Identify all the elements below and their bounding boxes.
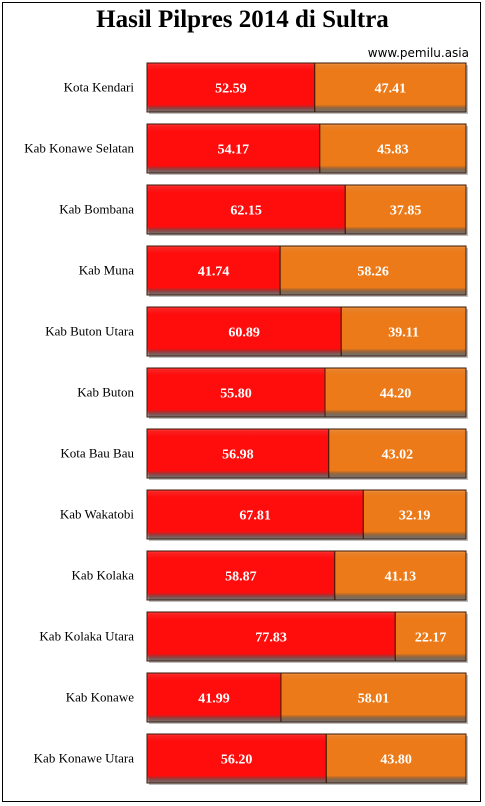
category-label: Kab Konawe xyxy=(66,690,134,705)
source-label: www.pemilu.asia xyxy=(367,46,469,60)
category-label: Kota Kendari xyxy=(64,80,135,95)
data-label: 55.80 xyxy=(220,387,252,402)
category-label: Kab Konawe Selatan xyxy=(24,141,134,156)
data-label: 32.19 xyxy=(399,509,431,524)
category-label: Kab Buton xyxy=(77,385,134,400)
category-label: Kab Kolaka xyxy=(72,568,135,583)
data-label: 41.99 xyxy=(198,692,230,707)
category-label: Kab Muna xyxy=(79,263,134,278)
data-label: 58.26 xyxy=(357,265,389,280)
data-label: 56.98 xyxy=(222,448,254,463)
data-label: 58.01 xyxy=(358,692,390,707)
bar-segment-series-a xyxy=(146,611,396,662)
data-label: 43.80 xyxy=(380,753,412,768)
category-label: Kab Buton Utara xyxy=(45,324,134,339)
data-label: 41.13 xyxy=(385,570,417,585)
data-label: 22.17 xyxy=(415,631,447,646)
bar-segment-series-b xyxy=(325,733,467,784)
data-label: 58.87 xyxy=(225,570,257,585)
bar-segment-series-b xyxy=(328,428,467,479)
bar-segment-series-a xyxy=(146,733,327,784)
bar-segment-series-a xyxy=(146,367,326,418)
category-label: Kab Wakatobi xyxy=(60,507,135,522)
bar-segment-series-a xyxy=(146,306,342,357)
bar-segment-series-a xyxy=(146,489,364,540)
data-label: 37.85 xyxy=(390,204,422,219)
bar-segment-series-b xyxy=(340,306,467,357)
data-label: 44.20 xyxy=(380,387,412,402)
bar-segment-series-b xyxy=(344,184,467,235)
bar-segment-series-b xyxy=(319,123,467,174)
bar-segment-series-b xyxy=(280,672,467,723)
bar-segment-series-b xyxy=(279,245,467,296)
bar-segment-series-a xyxy=(146,62,316,113)
category-label: Kab Konawe Utara xyxy=(34,751,135,766)
bar-segment-series-b xyxy=(362,489,467,540)
data-label: 43.02 xyxy=(382,448,414,463)
bar-segment-series-b xyxy=(394,611,467,662)
data-label: 47.41 xyxy=(375,82,407,97)
bar-segment-series-a xyxy=(146,428,330,479)
chart-title: Hasil Pilpres 2014 di Sultra xyxy=(96,6,389,33)
data-label: 62.15 xyxy=(230,204,262,219)
data-label: 45.83 xyxy=(377,143,409,158)
bar-segment-series-a xyxy=(146,245,281,296)
data-label: 60.89 xyxy=(228,326,260,341)
bar-segment-series-a xyxy=(146,672,282,723)
bar-segment-series-a xyxy=(146,550,336,601)
data-label: 77.83 xyxy=(255,631,287,646)
data-label: 54.17 xyxy=(218,143,250,158)
category-label: Kab Kolaka Utara xyxy=(39,629,134,644)
category-label: Kota Bau Bau xyxy=(60,446,134,461)
data-label: 41.74 xyxy=(198,265,230,280)
bar-segment-series-b xyxy=(334,550,467,601)
data-label: 52.59 xyxy=(215,82,247,97)
bar-segment-series-b xyxy=(324,367,467,418)
bar-segment-series-b xyxy=(314,62,467,113)
data-label: 67.81 xyxy=(239,509,271,524)
data-label: 39.11 xyxy=(388,326,419,341)
bar-segment-series-a xyxy=(146,123,321,174)
data-label: 56.20 xyxy=(221,753,253,768)
category-label: Kab Bombana xyxy=(59,202,134,217)
